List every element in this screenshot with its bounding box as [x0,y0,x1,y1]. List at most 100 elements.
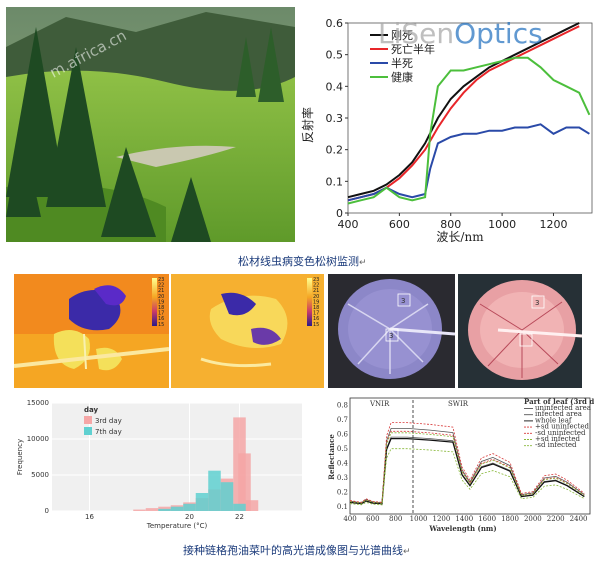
y-tick-label: 0.7 [337,416,348,424]
legend-item: 健康 [370,70,413,84]
leaf-marker-label: 3 [535,299,539,307]
legend-label: 3rd day [95,417,122,425]
y-tick-label: 0.2 [337,488,348,496]
pine-reflectance-chart: 0 0.1 0.2 0.3 0.4 0.5 0.6 400 600 800 1000 1200 刚死 … [300,5,596,245]
histogram-bar [183,503,196,511]
y-tick-label: 0.5 [337,445,348,453]
x-tick-label: 1800 [501,515,519,523]
legend-item: -sd infected [524,441,577,449]
x-axis-label: Wavelength (nm) [428,524,496,533]
legend-item: uninfected area [524,404,591,412]
y-tick-label: 10000 [27,435,49,443]
forest-photo: m.africa.cn [6,7,295,242]
caption-bottom-text: 接种链格孢油菜叶的高光谱成像图与光谱曲线 [183,544,403,557]
y-tick-label: 0.1 [326,175,344,188]
thermal-image-1: 23 22 21 20 19 18 17 16 15 [14,274,169,388]
x-tick-label: 16 [85,513,94,521]
y-tick-label: 0.1 [337,503,348,511]
legend-label: +sd uninfected [535,423,590,431]
x-tick-label: 2200 [547,515,565,523]
histogram-bar [208,470,221,511]
x-tick-label: 400 [343,515,356,523]
series-line [347,25,580,202]
hyperspectral-leaf-1: 3 3 [328,274,455,388]
legend-title: day [84,406,99,414]
y-tick-label: 0.6 [326,17,344,30]
y-axis-label: Reflectance [328,434,336,480]
histogram-bar [145,508,159,511]
leaf-reflectance-svg: 0.1 0.2 0.3 0.4 0.5 0.6 0.7 0.8 400 600 800 1000 120… [327,397,600,533]
legend-item: +sd infected [524,435,581,443]
x-tick-label: 600 [366,515,379,523]
legend-label: whole leaf [535,416,573,424]
y-tick-label: 0.4 [337,459,349,467]
leaf-marker-label: 3 [401,297,405,305]
legend-item: 死亡半年 [370,42,435,56]
caption-bottom: 接种链格孢油菜叶的高光谱成像图与光谱曲线↵ [183,542,411,558]
logo-text-1: LiSen [378,17,455,50]
caption-top-text: 松材线虫病变色松树监测 [238,255,359,268]
legend-label: -sd infected [535,441,577,449]
y-tick-label: 0.4 [326,80,344,93]
series-line [347,56,591,205]
leaf-marker-label: 3 [389,332,393,340]
legend-item: 3rd day [84,416,122,425]
x-tick-label: 22 [235,513,244,521]
colorbar-tick-label: 18 [313,305,319,311]
legend-item: -sd uninfected [524,429,586,437]
pine-reflectance-svg: 0 0.1 0.2 0.3 0.4 0.5 0.6 400 600 800 1000 1200 刚死 … [300,17,593,244]
legend-item: 刚死 [370,29,413,42]
x-tick-label: 2000 [524,515,542,523]
region-label-swir: SWIR [448,400,469,408]
legend-item: 半死 [370,56,413,70]
histogram-bar [233,503,246,511]
x-tick-label: 2400 [570,515,588,523]
hyperspectral-leaf-1-drawing: 3 3 [328,274,455,388]
y-tick-label: 0.8 [337,401,348,409]
hyperspectral-leaf-2: 3 [458,274,582,388]
legend-label: 死亡半年 [391,42,435,56]
x-tick-label: 20 [185,513,194,521]
colorbar-tick-label: 19 [158,299,164,305]
colorbar-tick-label: 22 [158,283,164,289]
x-tick-label: 1400 [455,515,473,523]
legend-label: -sd uninfected [535,429,586,437]
temperature-histogram-svg: 0 5000 10000 15000 16 20 22 day 3rd day 7th da… [16,399,302,530]
legend-item: 7th day [84,427,122,436]
y-tick-label: 0 [45,507,49,515]
histogram-bar [195,493,209,511]
series-line [349,422,585,503]
x-tick-label: 1000 [488,218,516,231]
colorbar-tick-label: 22 [313,283,319,289]
legend-item: whole leaf [524,416,573,424]
colorbar-tick-label: 16 [158,316,164,322]
logo-text-2: Optics [454,17,543,50]
series-line [349,432,585,504]
chart-legend: 刚死 死亡半年 半死 健康 [370,29,435,84]
legend-swatch [84,427,92,435]
colorbar-tick-label: 20 [158,294,164,300]
thermal-image-2: 23 22 21 20 19 18 17 16 15 [171,274,324,388]
legend-item: infected area [524,410,582,418]
y-tick-label: 0.3 [337,474,348,482]
y-tick-label: 0.2 [326,144,344,157]
legend-label: 半死 [391,56,413,70]
colorbar-tick-label: 23 [158,277,164,283]
histogram-bar [238,453,251,511]
series-line [347,22,580,199]
colorbar-tick-label: 20 [313,294,319,300]
legend-swatch [84,416,92,424]
hyperspectral-leaf-2-drawing: 3 [458,274,582,388]
y-tick-label: 0 [336,207,343,220]
colorbar-tick-label: 21 [158,288,164,294]
x-tick-label: 400 [338,218,359,231]
y-tick-label: 0.3 [326,112,344,125]
legend-label: infected area [535,410,582,418]
end-marker: ↵ [359,258,367,268]
colorbar-tick-label: 19 [313,299,319,305]
x-tick-label: 800 [389,515,402,523]
region-label-vnir: VNIR [369,400,390,408]
forest-photo-drawing [6,7,295,242]
colorbar-tick-label: 23 [313,277,319,283]
